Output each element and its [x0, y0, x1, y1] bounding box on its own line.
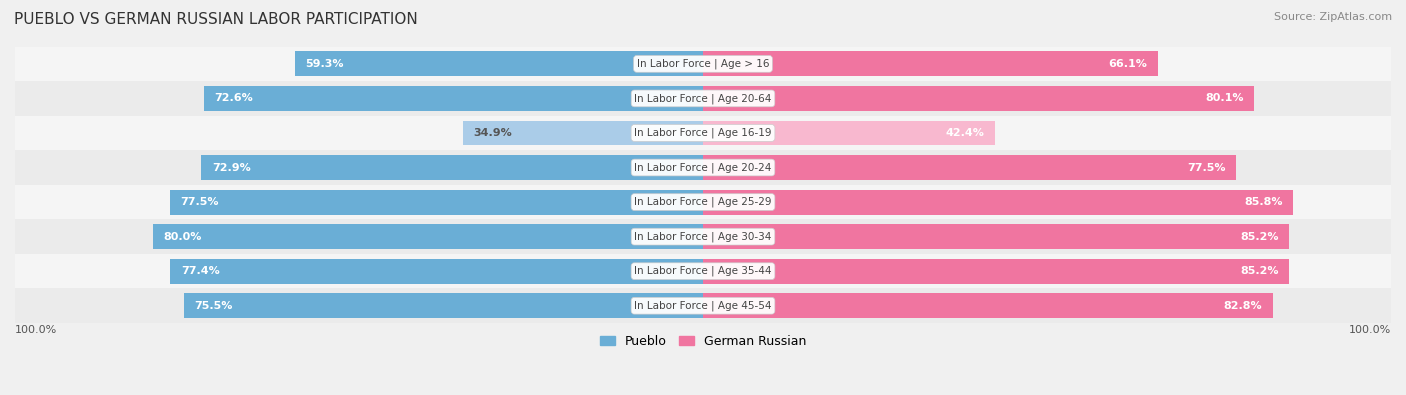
- Bar: [703, 293, 1272, 318]
- Text: 80.1%: 80.1%: [1205, 94, 1244, 103]
- Bar: [15, 288, 1391, 323]
- Bar: [703, 86, 1254, 111]
- Text: 85.8%: 85.8%: [1244, 197, 1284, 207]
- Text: In Labor Force | Age 20-64: In Labor Force | Age 20-64: [634, 93, 772, 103]
- Bar: [15, 150, 1391, 185]
- Text: PUEBLO VS GERMAN RUSSIAN LABOR PARTICIPATION: PUEBLO VS GERMAN RUSSIAN LABOR PARTICIPA…: [14, 12, 418, 27]
- Bar: [703, 190, 1294, 214]
- Bar: [153, 224, 703, 249]
- Bar: [703, 155, 1236, 180]
- Text: 85.2%: 85.2%: [1240, 231, 1279, 242]
- Text: 100.0%: 100.0%: [15, 325, 58, 335]
- Text: 34.9%: 34.9%: [474, 128, 512, 138]
- Text: 72.9%: 72.9%: [212, 162, 250, 173]
- Text: Source: ZipAtlas.com: Source: ZipAtlas.com: [1274, 12, 1392, 22]
- Bar: [170, 190, 703, 214]
- Text: In Labor Force | Age 45-54: In Labor Force | Age 45-54: [634, 301, 772, 311]
- Text: In Labor Force | Age 16-19: In Labor Force | Age 16-19: [634, 128, 772, 138]
- Text: 77.5%: 77.5%: [1188, 162, 1226, 173]
- Text: 80.0%: 80.0%: [163, 231, 201, 242]
- Bar: [15, 116, 1391, 150]
- Bar: [295, 51, 703, 76]
- Text: 72.6%: 72.6%: [214, 94, 253, 103]
- Text: 100.0%: 100.0%: [1348, 325, 1391, 335]
- Bar: [15, 219, 1391, 254]
- Bar: [15, 47, 1391, 81]
- Bar: [703, 224, 1289, 249]
- Bar: [703, 120, 994, 145]
- Text: In Labor Force | Age 25-29: In Labor Force | Age 25-29: [634, 197, 772, 207]
- Text: 85.2%: 85.2%: [1240, 266, 1279, 276]
- Text: 59.3%: 59.3%: [305, 59, 344, 69]
- Bar: [15, 185, 1391, 219]
- Bar: [15, 81, 1391, 116]
- Text: In Labor Force | Age 30-34: In Labor Force | Age 30-34: [634, 231, 772, 242]
- Bar: [15, 254, 1391, 288]
- Text: In Labor Force | Age 35-44: In Labor Force | Age 35-44: [634, 266, 772, 276]
- Text: 66.1%: 66.1%: [1108, 59, 1147, 69]
- Text: 77.5%: 77.5%: [180, 197, 218, 207]
- Text: 42.4%: 42.4%: [945, 128, 984, 138]
- Bar: [201, 155, 703, 180]
- Text: 82.8%: 82.8%: [1223, 301, 1263, 311]
- Bar: [184, 293, 703, 318]
- Bar: [170, 259, 703, 284]
- Bar: [703, 51, 1157, 76]
- Text: In Labor Force | Age > 16: In Labor Force | Age > 16: [637, 58, 769, 69]
- Text: 75.5%: 75.5%: [194, 301, 232, 311]
- Text: 77.4%: 77.4%: [181, 266, 219, 276]
- Text: In Labor Force | Age 20-24: In Labor Force | Age 20-24: [634, 162, 772, 173]
- Bar: [463, 120, 703, 145]
- Bar: [204, 86, 703, 111]
- Legend: Pueblo, German Russian: Pueblo, German Russian: [595, 330, 811, 353]
- Bar: [703, 259, 1289, 284]
